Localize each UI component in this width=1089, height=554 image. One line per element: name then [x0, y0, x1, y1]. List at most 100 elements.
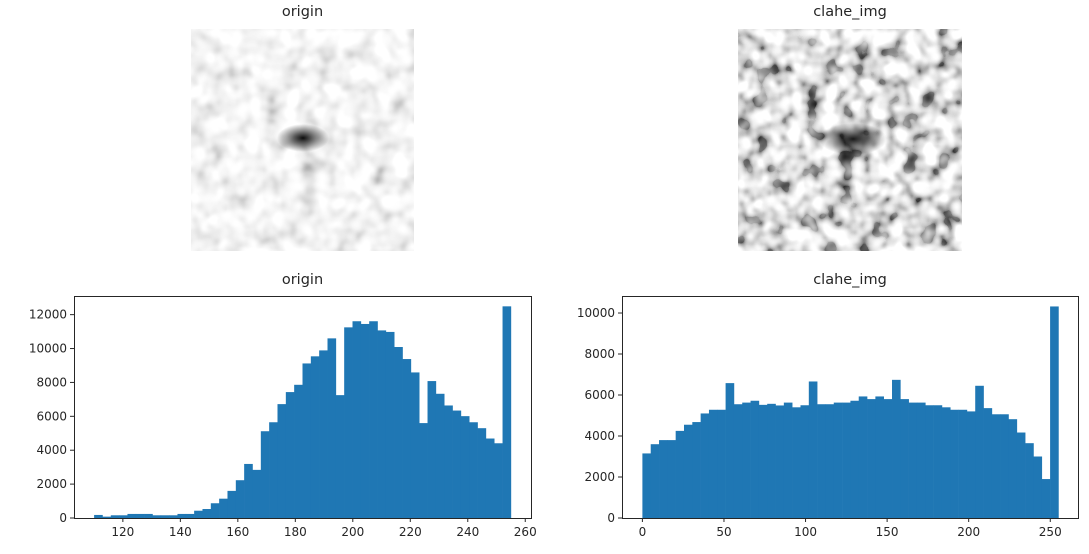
- histogram-bar: [825, 404, 835, 518]
- x-tick-label: 140: [169, 525, 192, 539]
- histogram-bar: [1008, 419, 1018, 518]
- histogram-bar: [659, 440, 668, 518]
- histogram-bar: [1000, 414, 1009, 518]
- y-tick-label: 6000: [36, 409, 67, 423]
- histogram-bar: [975, 385, 984, 518]
- histogram-bar: [169, 515, 178, 518]
- histogram-bar: [210, 503, 220, 518]
- histogram-bar: [650, 444, 660, 518]
- histogram-bar: [675, 430, 685, 518]
- histogram-bar: [1016, 432, 1026, 518]
- histogram-bar: [302, 363, 312, 518]
- histogram-bar: [1041, 479, 1051, 518]
- histogram-bar: [800, 405, 810, 518]
- clahe-image: [738, 29, 962, 251]
- x-tick-label: 100: [794, 525, 817, 539]
- histogram-bar: [900, 399, 909, 518]
- origin-image-title: origin: [281, 4, 324, 20]
- histogram-bar: [958, 409, 968, 518]
- histogram-bar: [708, 409, 718, 518]
- histogram-bar: [127, 513, 137, 518]
- y-tick-label: 4000: [584, 429, 615, 443]
- histogram-bar: [294, 384, 303, 518]
- histogram-bar: [941, 407, 951, 518]
- x-tick-label: 160: [226, 525, 249, 539]
- histogram-bar: [244, 463, 253, 518]
- origin-histogram-title: origin: [281, 272, 324, 288]
- histogram-bar: [991, 414, 1001, 518]
- histogram-bar: [667, 440, 676, 518]
- histogram-bar: [808, 381, 818, 518]
- histogram-bar: [742, 402, 751, 518]
- histogram-bar: [733, 404, 743, 518]
- axes-frame: [622, 296, 1079, 519]
- x-tick-label: 0: [639, 525, 647, 539]
- y-tick-label: 0: [59, 511, 67, 525]
- x-tick-label: 260: [514, 525, 537, 539]
- histogram-bar: [360, 323, 370, 518]
- histogram-bar: [277, 404, 287, 518]
- x-tick-label: 220: [399, 525, 422, 539]
- histogram-bar: [485, 438, 495, 518]
- histogram-bar: [494, 443, 503, 518]
- histogram-bar: [344, 327, 353, 518]
- histogram-bar: [875, 396, 884, 518]
- histogram-bar: [1025, 443, 1034, 518]
- histogram-bar: [767, 403, 776, 518]
- histogram-bar: [335, 395, 345, 518]
- histogram-bar: [750, 400, 760, 518]
- histogram-bar: [185, 513, 195, 518]
- histogram-bar: [502, 306, 512, 518]
- histogram-bar: [394, 347, 403, 518]
- histogram-bar: [385, 331, 395, 518]
- histogram-bar: [883, 399, 893, 518]
- histogram-bar: [319, 350, 328, 518]
- x-tick-label: 50: [716, 525, 731, 539]
- histogram-bar: [119, 515, 128, 518]
- histogram-bar: [177, 513, 187, 518]
- histogram-bar: [285, 392, 295, 518]
- histogram-bar: [194, 510, 203, 518]
- histogram-bar: [892, 379, 901, 518]
- histogram-bar: [775, 405, 785, 518]
- histogram-bar: [925, 405, 934, 518]
- x-tick-label: 200: [341, 525, 364, 539]
- histogram-bar: [444, 405, 453, 518]
- histogram-bar: [908, 402, 918, 518]
- x-tick-label: 150: [876, 525, 899, 539]
- histogram-bar: [352, 321, 362, 518]
- x-tick-label: 250: [1039, 525, 1062, 539]
- y-tick-label: 10000: [577, 306, 615, 320]
- histogram-bar: [152, 515, 162, 518]
- clahe-image-title: clahe_img: [813, 4, 887, 20]
- histogram-bar: [202, 509, 212, 518]
- histogram-bar: [700, 413, 710, 518]
- histogram-bar: [427, 381, 437, 518]
- y-tick-label: 10000: [29, 342, 67, 356]
- histogram-bar: [916, 402, 926, 518]
- y-tick-label: 0: [607, 511, 615, 525]
- y-tick-label: 12000: [29, 308, 67, 322]
- y-tick-label: 8000: [36, 375, 67, 389]
- histogram-bar: [402, 359, 412, 518]
- histogram-bar: [327, 338, 337, 518]
- histogram-bars: [642, 306, 1059, 518]
- histogram-bar: [377, 330, 387, 518]
- histogram-bar: [858, 396, 868, 518]
- axes-frame: [74, 296, 532, 519]
- histogram-bar: [1050, 306, 1059, 518]
- histogram-bar: [867, 399, 876, 518]
- histogram-bar: [135, 513, 145, 518]
- x-tick-label: 240: [456, 525, 479, 539]
- histogram-bar: [419, 423, 428, 518]
- histogram-bar: [310, 356, 320, 518]
- x-tick-label: 200: [957, 525, 980, 539]
- histogram-bar: [160, 515, 170, 518]
- y-tick-label: 8000: [584, 347, 615, 361]
- histogram-bar: [252, 469, 262, 518]
- histogram-bar: [460, 416, 470, 518]
- histogram-bar: [452, 410, 462, 518]
- histogram-bar: [369, 321, 378, 518]
- y-tick-label: 2000: [584, 470, 615, 484]
- histogram-bar: [410, 372, 420, 518]
